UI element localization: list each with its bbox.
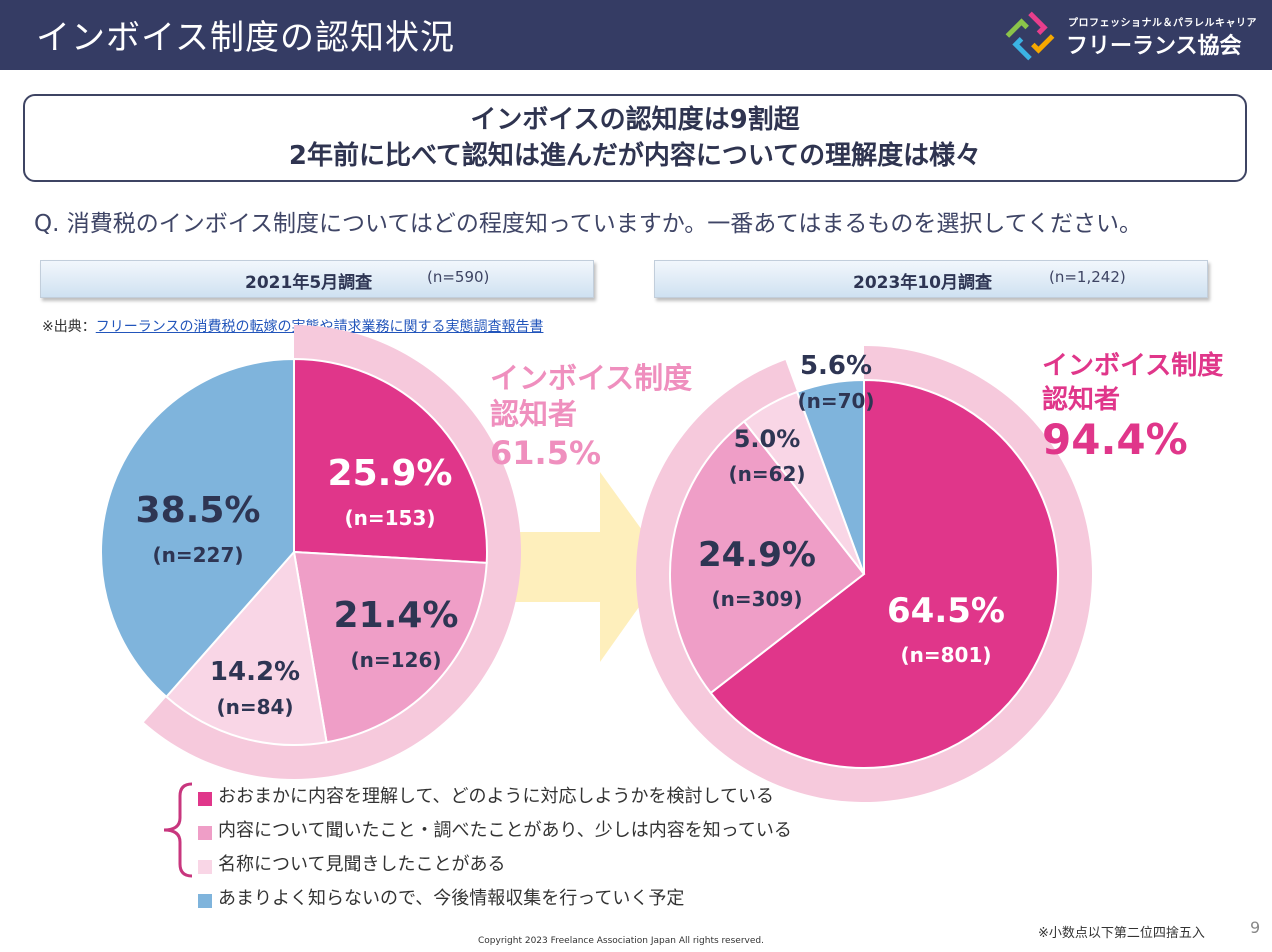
pie-value-label: 25.9% [328,453,453,494]
pie-count-label: (n=62) [728,462,805,486]
pie-2023 [669,378,1059,769]
copyright: Copyright 2023 Freelance Association Jap… [478,936,764,946]
page-title: インボイス制度の認知状況 [36,18,455,58]
logo-icon [1005,11,1055,61]
survey-2023-title: 2023年10月調査 [853,273,992,293]
pie-value-label: 24.9% [698,535,816,575]
awareness-2021-line2: 認知者 [490,397,577,431]
source-prefix: ※出典： [42,319,96,335]
headline-box: インボイスの認知度は9割超 2年前に比べて認知は進んだが内容についての理解度は様… [23,94,1247,182]
survey-question: Q. 消費税のインボイス制度についてはどの程度知っていますか。一番あてはまるもの… [34,211,1142,237]
legend-swatch [198,894,212,908]
awareness-2021-value: 61.5% [490,434,601,472]
awareness-2021-line1: インボイス制度 [490,361,692,395]
legend-label: あまりよく知らないので、今後情報収集を行っていく予定 [218,888,685,909]
pie-slice [164,549,328,746]
page-number: 9 [1250,918,1261,937]
rounding-note: ※小数点以下第二位四捨五入 [1038,926,1205,941]
legend-label: 名称について見聞きしたことがある [218,854,506,875]
logo-tagline: プロフェッショナル＆パラレルキャリア [1068,18,1257,29]
pie-count-label: (n=309) [711,587,802,611]
headline-line1: インボイスの認知度は9割超 [470,105,800,135]
pie-slice [292,550,488,744]
pie-slice [100,357,295,699]
legend-label: おおまかに内容を理解して、どのように対応しようかを検討している [218,786,775,807]
survey-2021-title: 2021年5月調査 [245,273,373,293]
legend-swatch [198,860,212,874]
survey-label-2021: 2021年5月調査 (n=590) [40,260,594,298]
pie-slice [669,420,866,695]
awareness-2023-value: 94.4% [1042,415,1188,464]
headline-line2: 2年前に比べて認知は進んだが内容についての理解度は様々 [288,141,982,171]
pie-count-label: (n=70) [797,389,874,413]
survey-2023-n: (n=1,242) [1049,268,1126,286]
logo-name: フリーランス協会 [1066,34,1242,59]
pie-value-label: 5.6% [800,351,872,381]
pie-count-label: (n=801) [900,643,991,667]
awareness-ring-2021 [143,325,521,779]
pie-count-label: (n=227) [152,543,243,567]
arrow-shape [485,472,668,662]
pie-slice [795,378,865,575]
legend-label: 内容について聞いたこと・調べたことがあり、少しは内容を知っている [218,820,792,841]
pie-slice [293,357,488,564]
survey-2021-n: (n=590) [427,268,490,286]
pie-count-label: (n=126) [350,648,441,672]
legend-swatch [198,792,212,806]
pie-value-label: 64.5% [887,591,1005,631]
pie-slice [709,378,1059,769]
pie-count-label: (n=84) [216,695,293,719]
pie-value-label: 21.4% [334,595,459,636]
pie-value-label: 38.5% [136,490,261,531]
pie-value-label: 5.0% [734,425,801,453]
header-bar: インボイス制度の認知状況 プロフェッショナル＆パラレルキャリア フリーランス協会 [0,0,1272,70]
pie-count-label: (n=153) [344,506,435,530]
awareness-2023-line1: インボイス制度 [1042,350,1223,381]
pie-labels: 25.9% (n=153) 21.4% (n=126) 14.2% (n=84) 38.5%… [136,351,1005,719]
legend-brace [163,782,193,878]
pie-value-label: 14.2% [210,657,300,687]
pie-2021 [100,357,488,746]
survey-label-2023: 2023年10月調査 (n=1,242) [654,260,1208,298]
awareness-2023-line2: 認知者 [1042,384,1120,415]
legend-swatch [198,826,212,840]
